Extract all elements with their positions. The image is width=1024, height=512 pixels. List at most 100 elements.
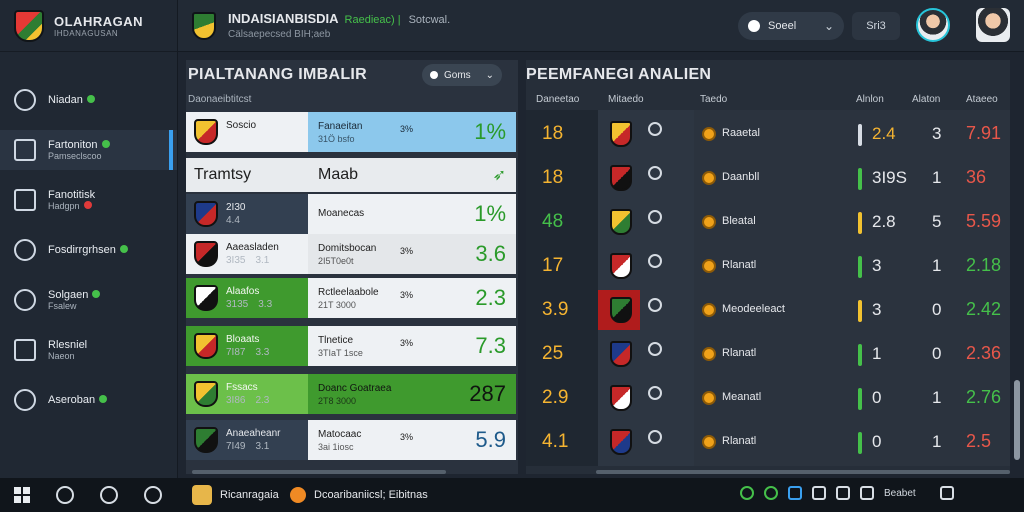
sidebar-item-fanotitisk[interactable]: Fanotitisk Hadgpn [0, 180, 177, 220]
table-row[interactable]: Fssacs 3I86 2.3 Doanc Goatraea 2T8 3000 287 [186, 374, 516, 414]
row-value: 2.3 [475, 285, 506, 310]
clock-icon[interactable] [100, 486, 118, 504]
team-crest-icon [610, 209, 632, 235]
col-header: Alnlon [856, 94, 884, 105]
screen-icon[interactable] [788, 486, 802, 500]
table-row[interactable]: Alaafos 3135 3.3 Rctleelaabole 21T 3000 3% 2.3 [186, 278, 516, 318]
team-name: Aaeasladen [226, 242, 279, 253]
search-label: Soeel [768, 20, 797, 32]
right-horizontal-scrollbar[interactable] [596, 470, 1010, 474]
row-value: 7.3 [475, 333, 506, 358]
chevron-down-icon: ⌄ [823, 19, 834, 33]
table-row[interactable]: Anaeaheanr 7I49 3.1 Matocaac 3ai 1iosc 3% 5.9 [186, 420, 516, 460]
vertical-scrollbar[interactable] [1014, 380, 1020, 460]
table-row[interactable]: 2I30 4.4 Moanecas 1% [186, 194, 516, 234]
leaf-icon: ➶ [492, 167, 506, 184]
brand: OLAHRAGAN IHDANAGUSAN [0, 0, 177, 52]
row-value: 1% [474, 119, 506, 144]
rank-value: 25 [542, 343, 564, 364]
sidebar-item-label: Niadan [48, 94, 83, 106]
col-header: Maab [318, 166, 359, 183]
link-icon[interactable] [740, 486, 754, 500]
table-row[interactable]: 25 Rlanatl 1 0 2.36 [526, 334, 1010, 374]
stat-value-1: 0 [872, 388, 882, 407]
avatar[interactable] [916, 8, 950, 42]
rank-value: 18 [542, 123, 564, 144]
team-crest-icon [610, 121, 632, 147]
sidebar-item-sub: Fsalew [48, 301, 77, 311]
filter-dropdown[interactable]: Goms ⌄ [422, 64, 502, 86]
filter-icon [430, 71, 438, 79]
opponent-name: Tlnetice [318, 334, 354, 346]
team-crest-icon [194, 285, 218, 311]
send-icon[interactable] [812, 486, 826, 500]
indicator-bar [858, 300, 862, 322]
sidebar-item-solgaen[interactable]: Solgaen Fsalew [0, 280, 177, 320]
rank-value: 2.9 [542, 387, 569, 408]
sidebar-item-aseroban[interactable]: Aseroban [0, 380, 177, 420]
stat-value-2: 0 [932, 344, 942, 363]
user-icon[interactable] [144, 486, 162, 504]
player-name: Meodeeleact [722, 303, 785, 315]
row-value: 5.9 [475, 427, 506, 452]
table-row[interactable]: 4.1 Rlanatl 0 1 2.5 [526, 422, 1010, 462]
table-row[interactable]: 18 Daanbll 3I9S 1 36 [526, 158, 1010, 198]
table-row[interactable]: Bloaats 7I87 3.3 Tlnetice 3TIaT 1sce 3% 7.3 [186, 326, 516, 366]
file-icon [14, 189, 36, 211]
sidebar-item-sub: Pamseclscoo [48, 151, 102, 161]
table-row[interactable]: 48 Bleatal 2.8 5 5.59 [526, 202, 1010, 242]
table-row[interactable]: Aaeasladen 3I35 3.1 Domitsbocan 2I5T0e0t 3% 3.… [186, 234, 516, 274]
team-stat: 7I87 [226, 347, 246, 358]
team-crest-icon [610, 297, 632, 323]
notification-icon[interactable] [939, 486, 954, 500]
stat-value-2: 0 [932, 300, 942, 319]
shield-icon[interactable] [764, 486, 778, 500]
percent-label: 3% [400, 290, 414, 300]
stat-value-3: 2.36 [966, 343, 1002, 363]
avatar-secondary[interactable] [976, 8, 1010, 42]
team-stat: 3135 [226, 299, 249, 310]
top-mini-button[interactable]: Sri3 [852, 12, 900, 40]
team-logo-icon [192, 11, 216, 40]
stat-value-1: 3 [872, 300, 882, 319]
search-icon[interactable] [56, 486, 74, 504]
team-crest-icon [610, 165, 632, 191]
ball-icon [648, 298, 662, 312]
taskbar-app-1[interactable]: Ricanragaia [192, 484, 279, 506]
left-horizontal-scrollbar[interactable] [192, 470, 446, 474]
sidebar: OLAHRAGAN IHDANAGUSAN Niadan Fartoniton P… [0, 0, 178, 478]
sidebar-item-fartoniton[interactable]: Fartoniton Pamseclscoo [0, 130, 177, 170]
sidebar-item-rlesniel[interactable]: Rlesniel Naeon [0, 330, 177, 370]
table-row[interactable]: 17 Rlanatl 3 1 2.18 [526, 246, 1010, 286]
ball-icon [648, 254, 662, 268]
stat-value-2: 1 [932, 256, 942, 275]
table-row[interactable]: Soscio Fanaeitan 31Ö bsfo 3% 1% [186, 112, 516, 152]
taskbar-app-2[interactable]: Dcoaribaniicsl; Eibitnas [290, 484, 428, 506]
taskbar-app-label: Dcoaribaniicsl; Eibitnas [314, 489, 428, 501]
indicator-bar [858, 168, 862, 190]
percent-label: 3% [400, 432, 414, 442]
clock-icon [14, 89, 36, 111]
table-row[interactable]: 2.9 Meanatl 0 1 2.76 [526, 378, 1010, 418]
search-dropdown[interactable]: Soeel ⌄ [738, 12, 844, 40]
network-icon[interactable] [836, 486, 850, 500]
status-text: Sotcwal. [408, 14, 451, 26]
table-row[interactable]: 18 Raaetal 2.4 3 7.91 [526, 114, 1010, 154]
ball-icon [648, 430, 662, 444]
sidebar-item-fosdirrgrhsen[interactable]: Fosdirrgrhsen [0, 230, 177, 270]
coin-icon [702, 347, 716, 361]
stat-value-2: 1 [932, 432, 942, 451]
col-header: Mitaedo [608, 94, 644, 105]
stat-value-1: 3I9S [872, 168, 907, 187]
sidebar-item-niadan[interactable]: Niadan [0, 80, 177, 120]
row-value: 3.6 [475, 241, 506, 266]
opponent-sub: 2I5T0e0t [318, 255, 354, 266]
sidebar-item-sub: Hadgpn [48, 201, 80, 211]
indicator-bar [858, 388, 862, 410]
team-crest-icon [610, 385, 632, 411]
close-box-icon[interactable] [860, 486, 874, 500]
windows-start-icon[interactable] [14, 487, 30, 503]
table-row[interactable]: 3.9 Meodeeleact 3 0 2.42 [526, 290, 1010, 330]
stat-value-1: 2.4 [872, 124, 896, 143]
indicator-bar [858, 432, 862, 454]
